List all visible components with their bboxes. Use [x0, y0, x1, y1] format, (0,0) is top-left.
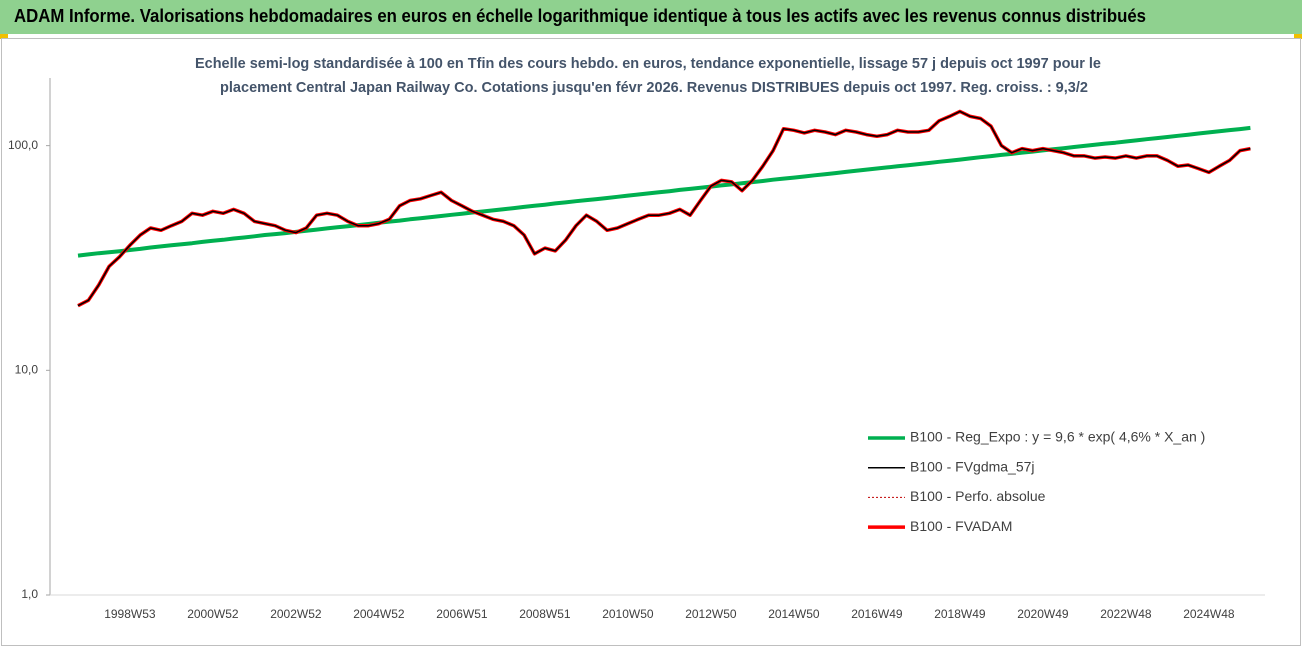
legend-label: B100 - FVADAM	[910, 518, 1012, 534]
chart-title: ADAM Informe. Valorisations hebdomadaire…	[14, 6, 1146, 26]
x-tick-label: 2016W49	[851, 607, 903, 621]
x-tick-label: 2008W51	[519, 607, 571, 621]
x-tick-label: 2012W50	[685, 607, 737, 621]
corner-mark	[1294, 34, 1302, 39]
x-tick-label: 2020W49	[1017, 607, 1069, 621]
legend-label: B100 - Perfo. absolue	[910, 488, 1046, 504]
x-tick-label: 2010W50	[602, 607, 654, 621]
series-line	[77, 110, 1251, 307]
chart-subtitle: placement Central Japan Railway Co. Cota…	[220, 79, 1088, 96]
frame	[1, 38, 1301, 646]
y-tick-label: 100,0	[8, 138, 38, 152]
legend-label: B100 - Reg_Expo : y = 9,6 * exp( 4,6% * …	[910, 429, 1205, 445]
x-tick-label: 2014W50	[768, 607, 820, 621]
corner-mark	[0, 34, 8, 39]
x-tick-label: 2018W49	[934, 607, 986, 621]
legend-label: B100 - FVgdma_57j	[910, 458, 1035, 474]
x-tick-label: 2006W51	[436, 607, 488, 621]
y-tick-label: 10,0	[15, 362, 39, 376]
y-tick-label: 1,0	[21, 587, 38, 601]
series-line	[77, 110, 1251, 307]
chart-subtitle: Echelle semi-log standardisée à 100 en T…	[195, 55, 1101, 72]
x-tick-label: 2000W52	[187, 607, 239, 621]
x-tick-label: 2022W48	[1100, 607, 1152, 621]
x-tick-label: 2024W48	[1183, 607, 1235, 621]
title-banner	[0, 0, 1302, 34]
x-tick-label: 2002W52	[270, 607, 322, 621]
series-line	[77, 109, 1251, 308]
x-tick-label: 1998W53	[104, 607, 156, 621]
x-tick-label: 2004W52	[353, 607, 405, 621]
series-line	[77, 125, 1251, 258]
